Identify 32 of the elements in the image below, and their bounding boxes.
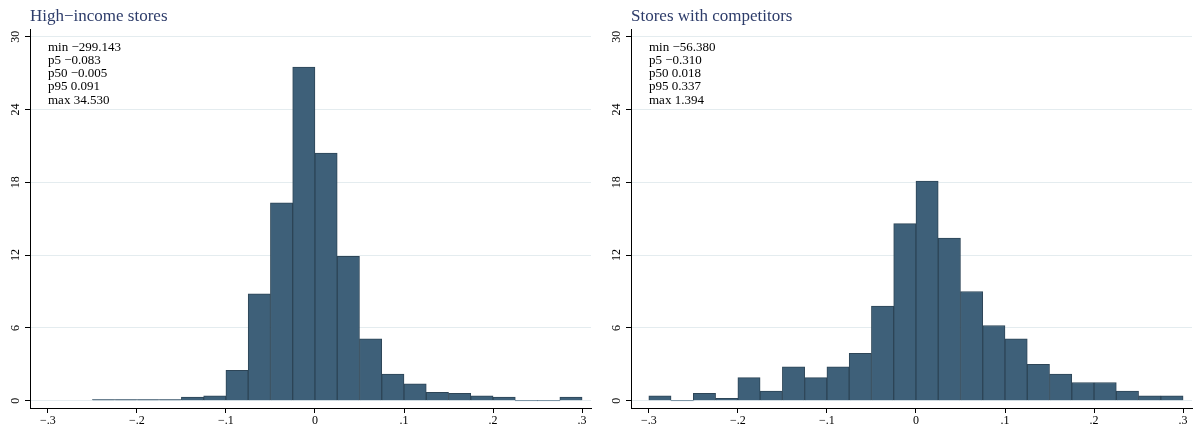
y-tick-label: 18 bbox=[609, 176, 624, 189]
y-tick-label: 24 bbox=[609, 103, 624, 116]
x-tick-label: −.3 bbox=[640, 413, 657, 426]
y-tick-label: 0 bbox=[609, 397, 624, 404]
y-tick-label: 6 bbox=[8, 324, 23, 331]
x-tick-label: .1 bbox=[399, 413, 409, 426]
x-tick-label: −.2 bbox=[729, 413, 746, 426]
annotation: min −299.143 bbox=[48, 38, 122, 54]
x-tick-label: 0 bbox=[912, 413, 919, 426]
x-tick-label: .2 bbox=[1089, 413, 1099, 426]
y-tick-label: 6 bbox=[609, 324, 624, 331]
y-tick-label: 0 bbox=[8, 397, 23, 404]
y-tick-label: 12 bbox=[8, 249, 23, 262]
x-tick-label: 0 bbox=[311, 413, 318, 426]
chart-title: High−income stores bbox=[30, 5, 168, 25]
x-tick-label: −.1 bbox=[218, 413, 234, 426]
y-tick-label: 30 bbox=[609, 30, 624, 43]
x-tick-label: .2 bbox=[488, 413, 498, 426]
x-tick-label: .3 bbox=[1178, 413, 1188, 426]
y-tick-label: 24 bbox=[8, 103, 23, 116]
x-tick-label: −.2 bbox=[128, 413, 145, 426]
y-tick-label: 18 bbox=[8, 176, 23, 189]
chart-title: Stores with competitors bbox=[631, 5, 793, 25]
annotation: p5 −0.310 bbox=[649, 52, 702, 68]
annotation: p5 −0.083 bbox=[48, 52, 101, 68]
x-tick-label: −.1 bbox=[819, 413, 835, 426]
y-tick-label: 12 bbox=[609, 249, 624, 262]
x-tick-label: −.3 bbox=[39, 413, 56, 426]
y-tick-label: 30 bbox=[8, 30, 23, 43]
x-tick-label: .3 bbox=[577, 413, 587, 426]
annotation: min −56.380 bbox=[649, 38, 716, 54]
x-tick-label: .1 bbox=[1000, 413, 1010, 426]
